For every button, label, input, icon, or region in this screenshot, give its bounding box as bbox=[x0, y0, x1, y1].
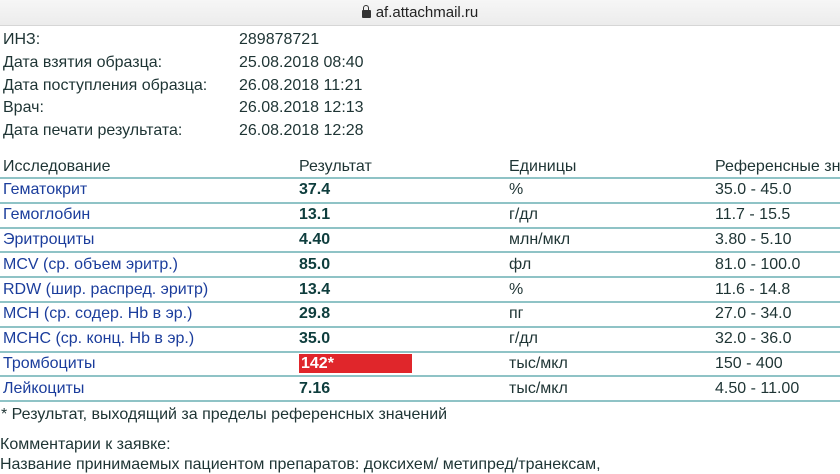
reference-cell: 32.0 - 36.0 bbox=[712, 326, 840, 353]
header-reference: Референсные зна bbox=[712, 156, 840, 179]
test-name-link[interactable]: MCHC (ср. конц. Hb в эр.) bbox=[0, 326, 296, 353]
info-label: Врач: bbox=[3, 99, 44, 116]
reference-cell: 35.0 - 45.0 bbox=[712, 178, 840, 204]
info-label: Дата взятия образца: bbox=[3, 54, 163, 71]
result-cell: 13.4 bbox=[296, 277, 506, 303]
info-row: Дата печати результата: 26.08.2018 12:28 bbox=[3, 120, 364, 142]
units-cell: % bbox=[506, 277, 712, 303]
info-row: Дата поступления образца: 26.08.2018 11:2… bbox=[3, 75, 362, 97]
table-row: MCH (ср. содер. Hb в эр.) 29.8 пг 27.0 - 34… bbox=[0, 301, 840, 328]
units-cell: тыс/мкл bbox=[506, 376, 712, 403]
result-cell: 13.1 bbox=[296, 202, 506, 229]
browser-address-bar[interactable]: af.attachmail.ru bbox=[0, 0, 840, 26]
test-name-link[interactable]: Гематокрит bbox=[0, 178, 296, 204]
table-row: Гематокрит 37.4% 35.0 - 45.0 bbox=[0, 178, 840, 204]
result-value: 29.8 bbox=[299, 305, 331, 323]
result-value: 85.0 bbox=[299, 255, 331, 273]
units-cell: млн/мкл bbox=[506, 227, 712, 254]
reference-cell: 27.0 - 34.0 bbox=[712, 301, 840, 328]
header-units: Единицы bbox=[506, 156, 712, 179]
table-row: MCV (ср. объем эритр.) 85.0 фл 81.0 - 100.0 bbox=[0, 252, 840, 279]
result-value: 7.16 bbox=[299, 379, 331, 397]
test-name-link[interactable]: RDW (шир. распред. эритр) bbox=[0, 277, 296, 303]
result-cell: 29.8 bbox=[296, 301, 506, 328]
result-value: 35.0 bbox=[299, 330, 331, 348]
result-value: 13.1 bbox=[299, 206, 331, 224]
units-cell: г/дл bbox=[506, 202, 712, 229]
units-cell: тыс/мкл bbox=[506, 351, 712, 378]
reference-cell: 11.6 - 14.8 bbox=[712, 277, 840, 303]
reference-cell: 3.80 - 5.10 bbox=[712, 227, 840, 254]
footnote: * Результат, выходящий за пределы рефере… bbox=[1, 406, 448, 423]
table-row: Эритроциты 4.40 млн/мкл 3.80 - 5.10 bbox=[0, 227, 840, 254]
info-value: 26.08.2018 12:28 bbox=[239, 122, 364, 139]
result-value: 13.4 bbox=[299, 280, 331, 298]
results-table: Исследование Результат Единицы Референсн… bbox=[0, 156, 840, 403]
test-name-link[interactable]: Тромбоциты bbox=[0, 351, 296, 378]
table-row: RDW (шир. распред. эритр) 13.4% 11.6 - 14.… bbox=[0, 277, 840, 303]
info-label: ИНЗ: bbox=[3, 31, 41, 48]
units-cell: % bbox=[506, 178, 712, 204]
test-name-link[interactable]: Лейкоциты bbox=[0, 376, 296, 403]
info-value: 25.08.2018 08:40 bbox=[239, 54, 364, 71]
comments-text: Название принимаемых пациентом препарато… bbox=[0, 456, 601, 473]
info-row: Дата взятия образца: 25.08.2018 08:40 bbox=[3, 52, 364, 74]
reference-cell: 150 - 400 bbox=[712, 351, 840, 378]
test-name-link[interactable]: MCV (ср. объем эритр.) bbox=[0, 252, 296, 279]
comments-label: Комментарии к заявке: bbox=[0, 436, 171, 453]
header-result: Результат bbox=[296, 156, 506, 179]
lock-icon bbox=[361, 5, 371, 18]
info-value: 289878721 bbox=[239, 31, 320, 48]
info-value: 26.08.2018 11:21 bbox=[239, 77, 363, 94]
units-cell: пг bbox=[506, 301, 712, 328]
units-cell: фл bbox=[506, 252, 712, 279]
info-row: ИНЗ: 289878721 bbox=[3, 29, 319, 51]
result-cell: 4.40 bbox=[296, 227, 506, 254]
reference-cell: 4.50 - 11.00 bbox=[712, 376, 840, 403]
result-cell: 142* bbox=[296, 351, 506, 378]
result-cell: 7.16 bbox=[296, 376, 506, 403]
units-cell: г/дл bbox=[506, 326, 712, 353]
info-value: 26.08.2018 12:13 bbox=[239, 99, 364, 116]
result-value: 37.4 bbox=[299, 181, 331, 199]
header-test: Исследование bbox=[0, 156, 296, 179]
test-name-link[interactable]: Гемоглобин bbox=[0, 202, 296, 229]
table-row: Лейкоциты 7.16 тыс/мкл 4.50 - 11.00 bbox=[0, 376, 840, 403]
result-value: 4.40 bbox=[299, 230, 331, 248]
info-label: Дата поступления образца: bbox=[3, 77, 208, 94]
result-cell: 85.0 bbox=[296, 252, 506, 279]
test-name-link[interactable]: MCH (ср. содер. Hb в эр.) bbox=[0, 301, 296, 328]
table-header-row: Исследование Результат Единицы Референсн… bbox=[0, 156, 840, 179]
url-text: af.attachmail.ru bbox=[375, 4, 479, 21]
test-name-link[interactable]: Эритроциты bbox=[0, 227, 296, 254]
info-row: Врач: 26.08.2018 12:13 bbox=[3, 97, 364, 119]
table-row: Тромбоциты 142* тыс/мкл 150 - 400 bbox=[0, 351, 840, 378]
table-row: MCHC (ср. конц. Hb в эр.) 35.0 г/дл 32.0 - … bbox=[0, 326, 840, 353]
result-cell: 35.0 bbox=[296, 326, 506, 353]
info-label: Дата печати результата: bbox=[3, 122, 183, 139]
table-row: Гемоглобин 13.1 г/дл 11.7 - 15.5 bbox=[0, 202, 840, 229]
result-cell: 37.4 bbox=[296, 178, 506, 204]
reference-cell: 81.0 - 100.0 bbox=[712, 252, 840, 279]
reference-cell: 11.7 - 15.5 bbox=[712, 202, 840, 229]
result-value-flagged: 142* bbox=[299, 354, 412, 374]
